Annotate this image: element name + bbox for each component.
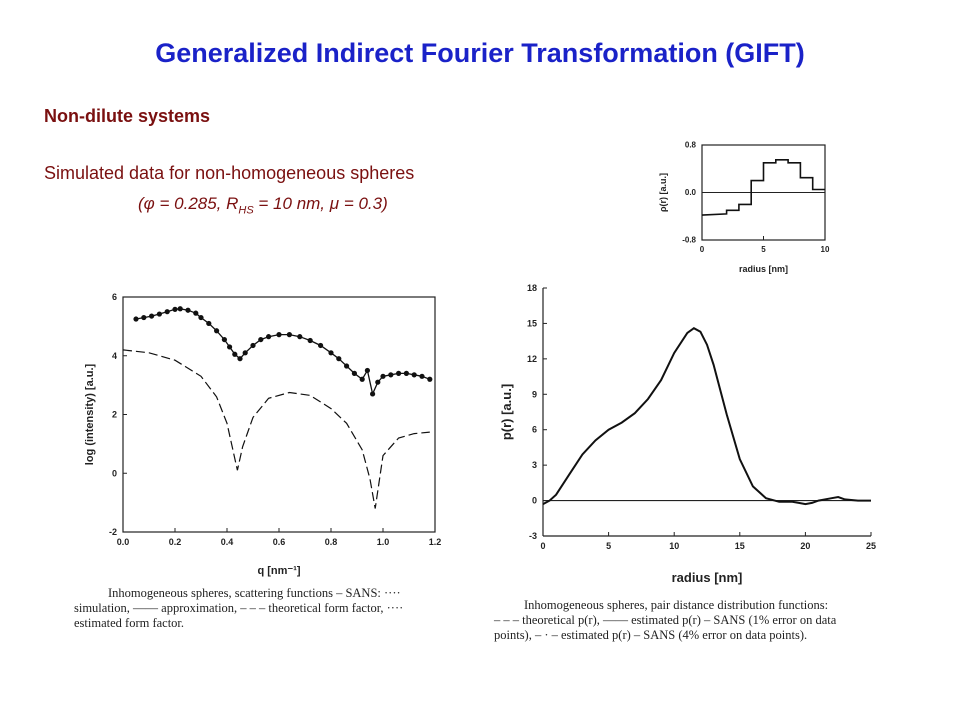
x-axis-label: radius [nm]: [672, 570, 743, 585]
y-tick-label: -3: [529, 531, 537, 541]
phi-value: = 0.285, R: [154, 194, 239, 213]
y-tick-label: 3: [532, 460, 537, 470]
x-tick-label: 0.6: [273, 537, 286, 547]
x-tick-label: 0.4: [221, 537, 234, 547]
rhs-subscript: HS: [238, 204, 254, 217]
params-open: (: [138, 194, 144, 213]
x-tick-label: 0.2: [169, 537, 182, 547]
y-axis-label: p(r) [a.u.]: [499, 384, 514, 440]
y-axis-label: ρ(r) [a.u.]: [658, 173, 668, 212]
right-caption-line-2: – – – theoretical p(r), —— estimated p(r…: [494, 613, 837, 627]
left-caption-line-3: estimated form factor.: [74, 616, 185, 630]
y-tick-label: 4: [112, 351, 117, 361]
density-step-line: [701, 159, 825, 216]
right-caption-line-1: Inhomogeneous spheres, pair distance dis…: [524, 598, 829, 612]
x-tick-label: 1.2: [429, 537, 442, 547]
y-tick-label: 0.0: [685, 188, 697, 197]
y-tick-label: 6: [532, 425, 537, 435]
x-tick-label: 5: [606, 541, 611, 551]
section-subtitle: Non-dilute systems: [44, 106, 211, 126]
left-caption-line-2: simulation, —— approximation, – – – theo…: [74, 601, 404, 615]
left-caption: Inhomogeneous spheres, scattering functi…: [74, 586, 474, 631]
x-tick-label: 20: [800, 541, 810, 551]
y-axis-label: log (intensity) [a.u.]: [84, 363, 96, 465]
y-tick-label: 15: [527, 318, 537, 328]
right-caption-line-3: points), – · – estimated p(r) – SANS (4%…: [494, 628, 808, 642]
y-tick-label: 0.8: [685, 141, 697, 150]
x-tick-label: 1.0: [377, 537, 390, 547]
y-tick-label: 9: [532, 389, 537, 399]
x-tick-label: 25: [866, 541, 876, 551]
y-tick-label: 12: [527, 354, 537, 364]
y-tick-label: 6: [112, 292, 117, 302]
y-tick-label: -2: [109, 527, 117, 537]
y-tick-label: -0.8: [682, 236, 696, 245]
x-tick-label: 15: [735, 541, 745, 551]
x-tick-label: 10: [669, 541, 679, 551]
x-tick-label: 5: [761, 245, 766, 254]
mu-symbol: μ: [329, 194, 340, 213]
y-tick-label: 2: [112, 410, 117, 420]
mu-value: = 0.3: [339, 194, 383, 213]
x-tick-label: 0.8: [325, 537, 338, 547]
y-tick-label: 0: [532, 496, 537, 506]
params-close: ): [382, 194, 388, 213]
phi-symbol: φ: [143, 194, 155, 213]
page-title: Generalized Indirect Fourier Transformat…: [155, 38, 805, 68]
x-tick-label: 10: [821, 245, 830, 254]
description-text: Simulated data for non-homogeneous spher…: [44, 163, 415, 183]
theoretical-form-factor-line: [122, 349, 430, 509]
simulation-point: [133, 316, 139, 322]
x-tick-label: 0: [540, 541, 545, 551]
x-axis-label: q [nm⁻¹]: [257, 565, 300, 577]
right-caption: Inhomogeneous spheres, pair distance dis…: [494, 598, 914, 643]
y-tick-label: 18: [527, 283, 537, 293]
approximation-line: [135, 308, 431, 396]
left-caption-line-1: Inhomogeneous spheres, scattering functi…: [108, 586, 401, 600]
y-tick-label: 0: [112, 468, 117, 478]
rhs-value: = 10 nm,: [253, 194, 330, 213]
x-tick-label: 0: [700, 245, 705, 254]
pr-curve: [542, 327, 871, 506]
x-tick-label: 0.0: [117, 537, 130, 547]
parameter-line: (φ = 0.285, RHS = 10 nm, μ = 0.3): [138, 194, 388, 216]
x-axis-label: radius [nm]: [739, 264, 788, 274]
